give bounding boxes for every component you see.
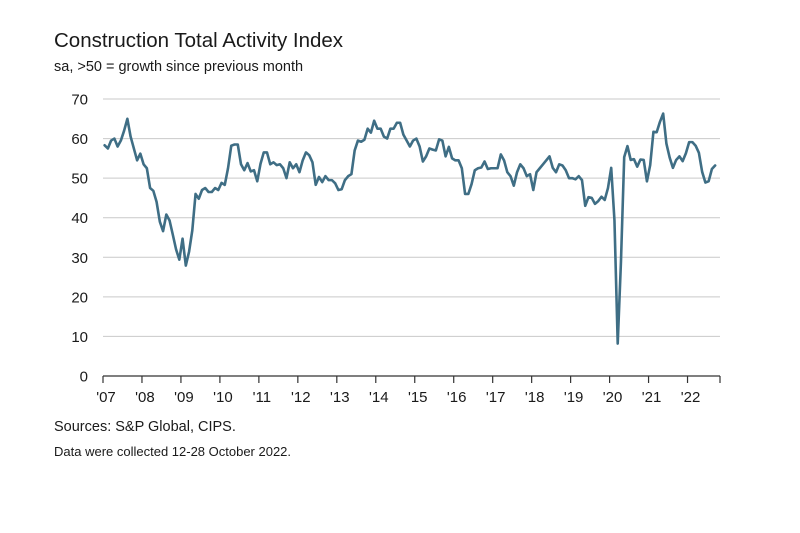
series-group (103, 112, 717, 345)
x-axis: '07 '08 '09 '10 '11 '12 '13 '14 '15 '16 '17 '18 '19 '… (96, 375, 721, 406)
y-tick-label: 30 (71, 250, 88, 267)
y-axis: 0 10 20 30 40 50 60 70 (71, 92, 88, 386)
gridlines (103, 98, 720, 337)
x-tick-label: '16 (447, 389, 467, 406)
x-tick-label: '17 (486, 389, 506, 406)
y-tick-label: 70 (71, 92, 88, 109)
x-tick-label: '09 (174, 389, 194, 406)
x-tick-label: '19 (564, 389, 584, 406)
sources-note: Sources: S&P Global, CIPS. (54, 419, 236, 435)
x-tick-label: '07 (96, 389, 116, 406)
y-tick-label: 60 (71, 131, 88, 148)
x-tick-label: '22 (681, 389, 701, 406)
collection-note: Data were collected 12-28 October 2022. (54, 444, 292, 459)
x-tick-label: '12 (291, 389, 311, 406)
x-tick-label: '15 (408, 389, 428, 406)
x-tick-label: '14 (369, 389, 389, 406)
x-tick-label: '20 (603, 389, 623, 406)
y-tick-label: 40 (71, 210, 88, 227)
chart-title: Construction Total Activity Index (54, 29, 344, 52)
x-tick-label: '21 (642, 389, 662, 406)
y-tick-label: 0 (80, 369, 88, 386)
series-line (103, 112, 717, 345)
x-tick-label: '08 (135, 389, 155, 406)
x-tick-label: '10 (213, 389, 233, 406)
x-tick-label: '11 (253, 389, 271, 406)
y-tick-label: 10 (71, 329, 88, 346)
x-tick-label: '13 (330, 389, 350, 406)
y-tick-label: 20 (71, 289, 88, 306)
chart-subtitle: sa, >50 = growth since previous month (54, 59, 304, 75)
y-tick-label: 50 (71, 171, 88, 188)
x-tick-label: '18 (525, 389, 545, 406)
